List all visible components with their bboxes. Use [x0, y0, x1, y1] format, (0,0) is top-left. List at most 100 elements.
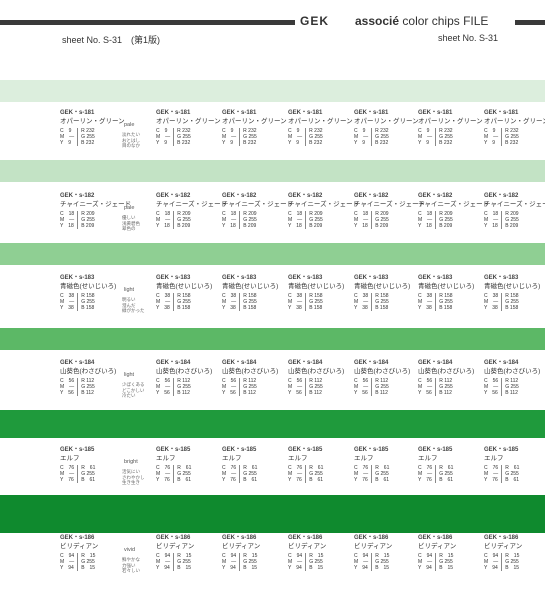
chip-row-184: GEK・s-184 山葵色(わさびいろ) C 56 M — Y 56 R 112 G 255…	[0, 360, 545, 418]
impression-notes: 明るい 澄んだ 緑がかった	[122, 297, 145, 314]
cmy-value: C 94	[484, 553, 499, 559]
chip-code: GEK・s-186	[418, 535, 453, 541]
value-divider	[239, 378, 241, 396]
cmy-value: Y 76	[222, 477, 236, 483]
chip-name: チャイニーズ・ジェード	[288, 201, 360, 208]
chip-cell: GEK・s-184 山葵色(わさびいろ) C 56 M — Y 56 R 112 G 255…	[418, 360, 480, 418]
cmy-value: M —	[60, 299, 75, 305]
cmy-value: M —	[484, 217, 499, 223]
chip-name: チャイニーズ・ジェード	[354, 201, 426, 208]
rgb-value: B 232	[243, 140, 257, 146]
cmy-value: M —	[288, 384, 303, 390]
impression-note: 生き生き	[122, 480, 140, 485]
chip-cell: GEK・s-186 ビリディアン C 94 M — Y 94 R 15 G 255 B 15	[156, 535, 218, 593]
cmy-value: Y 94	[60, 565, 74, 571]
page-title: associé color chips FILE	[355, 14, 488, 28]
impression-note: 冷たい	[122, 393, 136, 398]
chip-values: C 56 M — Y 56 R 112 G 255 B 112	[418, 378, 480, 396]
cmy-value: M —	[288, 217, 303, 223]
chip-name: 山葵色(わさびいろ)	[418, 368, 475, 375]
chip-values: C 56 M — Y 56 R 112 G 255 B 112	[222, 378, 284, 396]
cmy-value: M —	[60, 559, 75, 565]
rgb-value: G 255	[375, 471, 389, 477]
chip-cell: GEK・s-185 エルフ C 76 M — Y 76 R 61 G 255 B 61	[418, 447, 480, 505]
rgb-value: R 158	[177, 293, 191, 299]
rgb-value: B 15	[177, 565, 192, 571]
cmy-value: M —	[418, 559, 433, 565]
cmy-value: M —	[60, 134, 75, 140]
chip-name: オパーリン・グリーン	[354, 118, 419, 125]
rgb-value: R 158	[309, 293, 323, 299]
value-divider	[435, 378, 437, 396]
chip-code: GEK・s-185	[60, 447, 95, 453]
cmy-value: Y 94	[156, 565, 170, 571]
rgb-value: G 255	[309, 559, 323, 565]
value-divider	[239, 465, 241, 483]
color-band-185	[0, 410, 545, 438]
chip-values: C 38 M — Y 38 R 158 G 255 B 158	[288, 293, 350, 311]
rgb-value: G 255	[177, 134, 191, 140]
chip-values: C 94 M — Y 94 R 15 G 255 B 15	[484, 553, 545, 571]
chip-code: GEK・s-186	[156, 535, 191, 541]
impression-notes: 優しい 浅黄碧色 翠色の	[122, 215, 140, 232]
cmy-value: Y 38	[60, 305, 74, 311]
rgb-value: B 209	[505, 223, 519, 229]
cmy-value: Y 18	[484, 223, 498, 229]
chip-code: GEK・s-183	[60, 275, 95, 281]
rgb-value: B 112	[505, 390, 518, 396]
chip-name: チャイニーズ・ジェード	[60, 201, 132, 208]
chip-name: 青磁色(せいじいろ)	[60, 283, 117, 290]
chip-code: GEK・s-184	[60, 360, 95, 366]
chip-cell: GEK・s-183 青磁色(せいじいろ) C 38 M — Y 38 R 158 G 255…	[222, 275, 284, 333]
impression-note: 浅黄碧色	[122, 220, 140, 226]
cmy-value: Y 94	[222, 565, 236, 571]
cmy-value: C 38	[288, 293, 303, 299]
impression-note: 少ぼくある	[122, 382, 145, 387]
cmy-value: M —	[484, 471, 499, 477]
cmy-value: M —	[354, 299, 369, 305]
chip-code: GEK・s-184	[156, 360, 191, 366]
chip-code: GEK・s-183	[222, 275, 257, 281]
rgb-value: R 15	[309, 553, 324, 559]
cmy-value: Y 18	[156, 223, 170, 229]
chip-values: C 76 M — Y 76 R 61 G 255 B 61	[60, 465, 150, 483]
chip-name: チャイニーズ・ジェード	[156, 201, 228, 208]
cmy-value: Y 18	[222, 223, 236, 229]
value-divider	[77, 378, 79, 396]
chip-code: GEK・s-182	[484, 193, 519, 199]
cmy-value: C 76	[354, 465, 369, 471]
rgb-value: B 232	[375, 140, 389, 146]
value-divider	[371, 465, 373, 483]
rgb-value: G 255	[177, 471, 191, 477]
rgb-value: G 255	[505, 134, 519, 140]
cmy-value: M —	[222, 384, 237, 390]
rgb-value: G 255	[81, 299, 95, 305]
chip-name: ビリディアン	[418, 543, 457, 550]
rgb-value: R 232	[505, 128, 519, 134]
cmy-value: C 9	[288, 128, 300, 134]
rgb-value: G 255	[243, 471, 257, 477]
rgb-value: B 15	[439, 565, 454, 571]
rgb-value: G 255	[439, 559, 453, 565]
rgb-value: G 255	[177, 299, 191, 305]
rgb-value: G 255	[439, 217, 453, 223]
chip-code: GEK・s-181	[156, 110, 191, 116]
chip-values: C 18 M — Y 18 R 209 G 255 B 209	[354, 211, 416, 229]
chip-name: エルフ	[418, 455, 438, 462]
rgb-value: R 158	[243, 293, 257, 299]
cmy-value: C 18	[354, 211, 369, 217]
chip-cell: GEK・s-186 ビリディアン C 94 M — Y 94 R 15 G 255 B 15	[288, 535, 350, 593]
chip-values: C 18 M — Y 18 R 209 G 255 B 209	[156, 211, 218, 229]
cmy-value: M —	[484, 559, 499, 565]
chip-values: C 38 M — Y 38 R 158 G 255 B 158	[222, 293, 284, 311]
chip-name: 青磁色(せいじいろ)	[222, 283, 279, 290]
chip-name: エルフ	[354, 455, 374, 462]
tone-label: pale	[124, 122, 135, 128]
rgb-value: B 112	[439, 390, 452, 396]
chip-cell: GEK・s-183 青磁色(せいじいろ) C 38 M — Y 38 R 158 G 255…	[484, 275, 545, 333]
rgb-value: R 112	[177, 378, 191, 384]
rgb-value: R 61	[309, 465, 324, 471]
rgb-value: B 158	[309, 305, 323, 311]
